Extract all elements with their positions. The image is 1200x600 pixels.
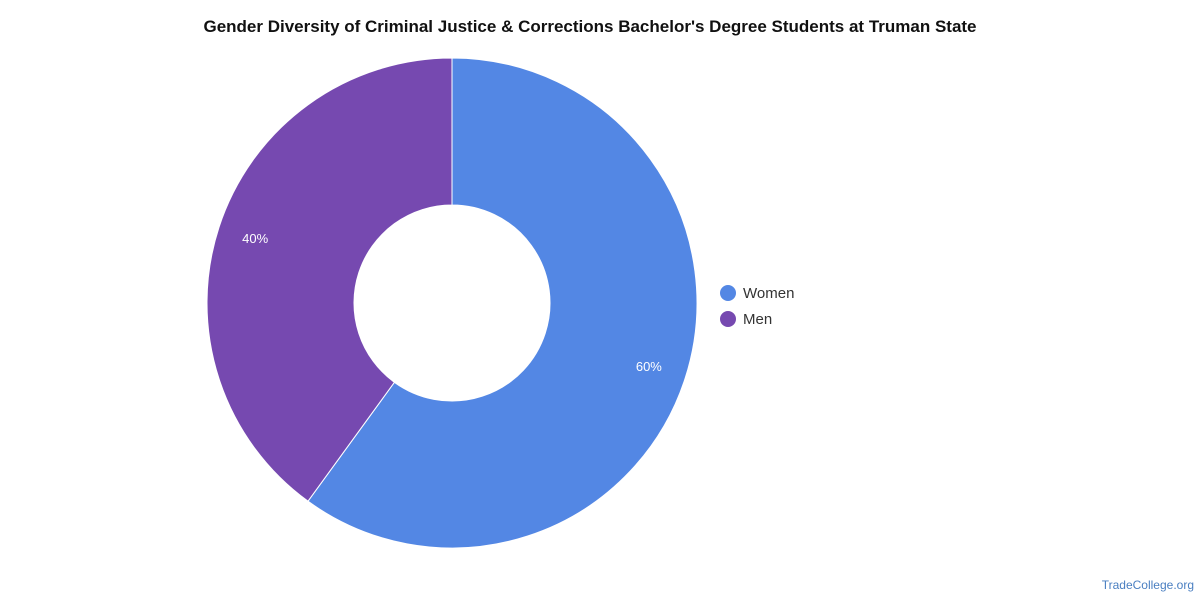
legend: Women Men (720, 280, 794, 332)
slice-women[interactable] (307, 57, 698, 549)
source-credit[interactable]: TradeCollege.org (1101, 578, 1194, 592)
chart-title: Gender Diversity of Criminal Justice & C… (203, 17, 977, 36)
legend-label-men: Men (743, 310, 773, 328)
slice-label-men: 40% (242, 231, 268, 246)
slice-men[interactable] (206, 57, 453, 502)
legend-item-women[interactable]: Women (720, 280, 794, 306)
slice-label-women: 60% (636, 359, 662, 374)
legend-swatch-men (720, 311, 736, 327)
legend-swatch-women (720, 285, 736, 301)
legend-label-women: Women (743, 284, 795, 302)
legend-item-men[interactable]: Men (720, 306, 794, 332)
